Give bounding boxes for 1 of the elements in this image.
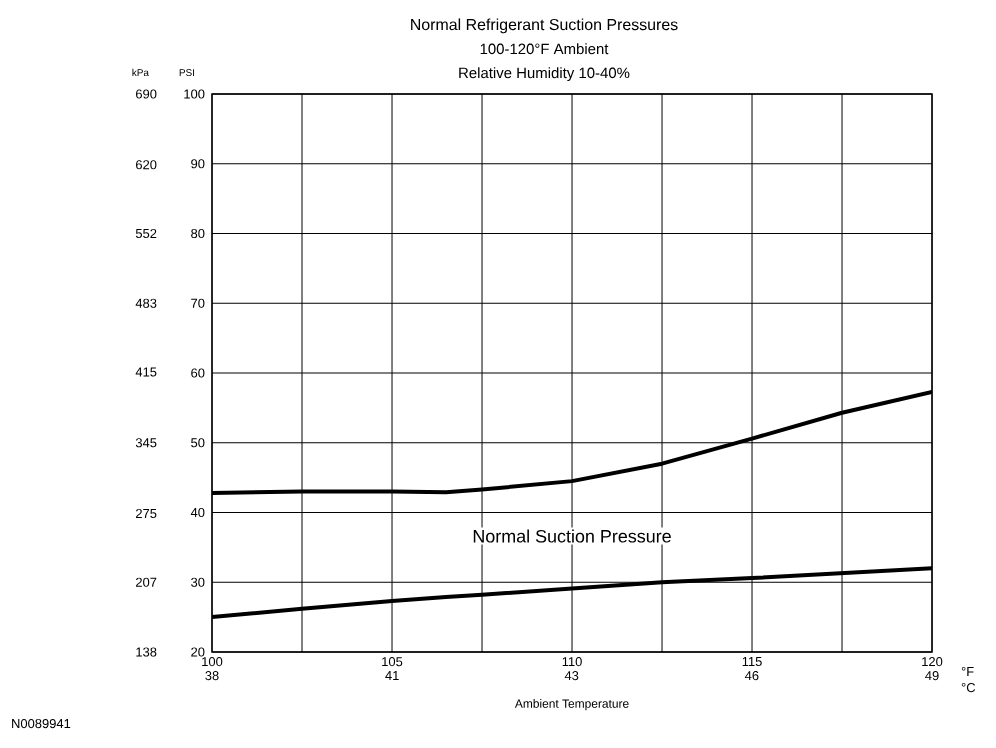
- annotation: Normal Suction Pressure: [473, 529, 671, 543]
